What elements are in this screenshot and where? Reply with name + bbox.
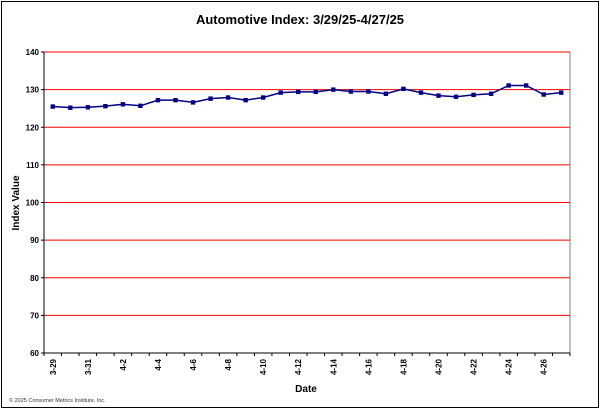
data-point (506, 83, 511, 88)
data-point (103, 103, 108, 109)
y-tick-label: 60 (30, 349, 39, 358)
data-point (138, 103, 143, 109)
data-point (260, 95, 266, 100)
data-point (68, 105, 73, 110)
data-point (436, 93, 441, 98)
x-tick-label: 4-4 (154, 358, 163, 370)
x-tick-label: 4-22 (470, 358, 479, 375)
data-point (383, 91, 389, 96)
x-tick-label: 4-14 (329, 358, 338, 375)
y-tick-label: 130 (26, 86, 40, 95)
x-tick-label: 4-16 (364, 358, 373, 375)
data-point (243, 97, 248, 103)
x-tick-label: 3-31 (84, 358, 93, 375)
plot-area: 60 70 80 90 100 110 120 130 140 3-29 3-31 4-2 4-4 4-6… (26, 48, 571, 375)
data-point (225, 95, 231, 100)
data-point (331, 87, 336, 92)
y-tick-label: 110 (26, 161, 39, 170)
data-point (523, 83, 529, 88)
x-axis-label: Date (295, 384, 317, 395)
data-point (173, 97, 178, 103)
x-tick-label: 4-10 (259, 358, 268, 375)
data-point (313, 89, 318, 95)
data-point (401, 86, 406, 92)
data-point (190, 100, 196, 105)
data-point (348, 89, 354, 94)
x-tick-label: 3-29 (49, 358, 58, 375)
data-point (366, 89, 371, 94)
data-point (155, 97, 161, 103)
x-tick-label: 4-8 (224, 358, 233, 370)
data-point (418, 90, 424, 95)
data-point (278, 90, 283, 95)
x-tick-label: 4-18 (399, 358, 408, 375)
y-tick-label: 100 (26, 199, 40, 208)
data-point (541, 92, 546, 97)
data-point (208, 96, 213, 101)
x-tick-label: 4-20 (435, 358, 444, 375)
y-axis-label: Index Value (11, 175, 22, 230)
data-point (471, 92, 476, 98)
chart-title: Automotive Index: 3/29/25-4/27/25 (196, 12, 404, 27)
copyright-notice: © 2025 Consumer Metrics Institute, Inc. (9, 397, 106, 404)
y-tick-label: 120 (26, 123, 40, 132)
x-tick-label: 4-6 (189, 358, 198, 370)
y-tick-label: 70 (30, 311, 39, 320)
data-point (50, 104, 55, 109)
x-tick-label: 4-12 (294, 358, 303, 375)
data-point (296, 89, 301, 95)
y-tick-label: 140 (26, 48, 40, 57)
data-point (559, 90, 564, 95)
data-point (120, 102, 126, 107)
data-point (85, 105, 91, 110)
data-point (453, 94, 459, 99)
y-tick-label: 80 (30, 274, 39, 283)
x-tick-label: 4-26 (540, 358, 549, 375)
x-tick-label: 4-24 (505, 358, 514, 375)
series-line (52, 84, 562, 109)
y-tick-label: 90 (30, 236, 39, 245)
data-point (488, 91, 494, 96)
x-tick-label: 4-2 (119, 358, 128, 370)
